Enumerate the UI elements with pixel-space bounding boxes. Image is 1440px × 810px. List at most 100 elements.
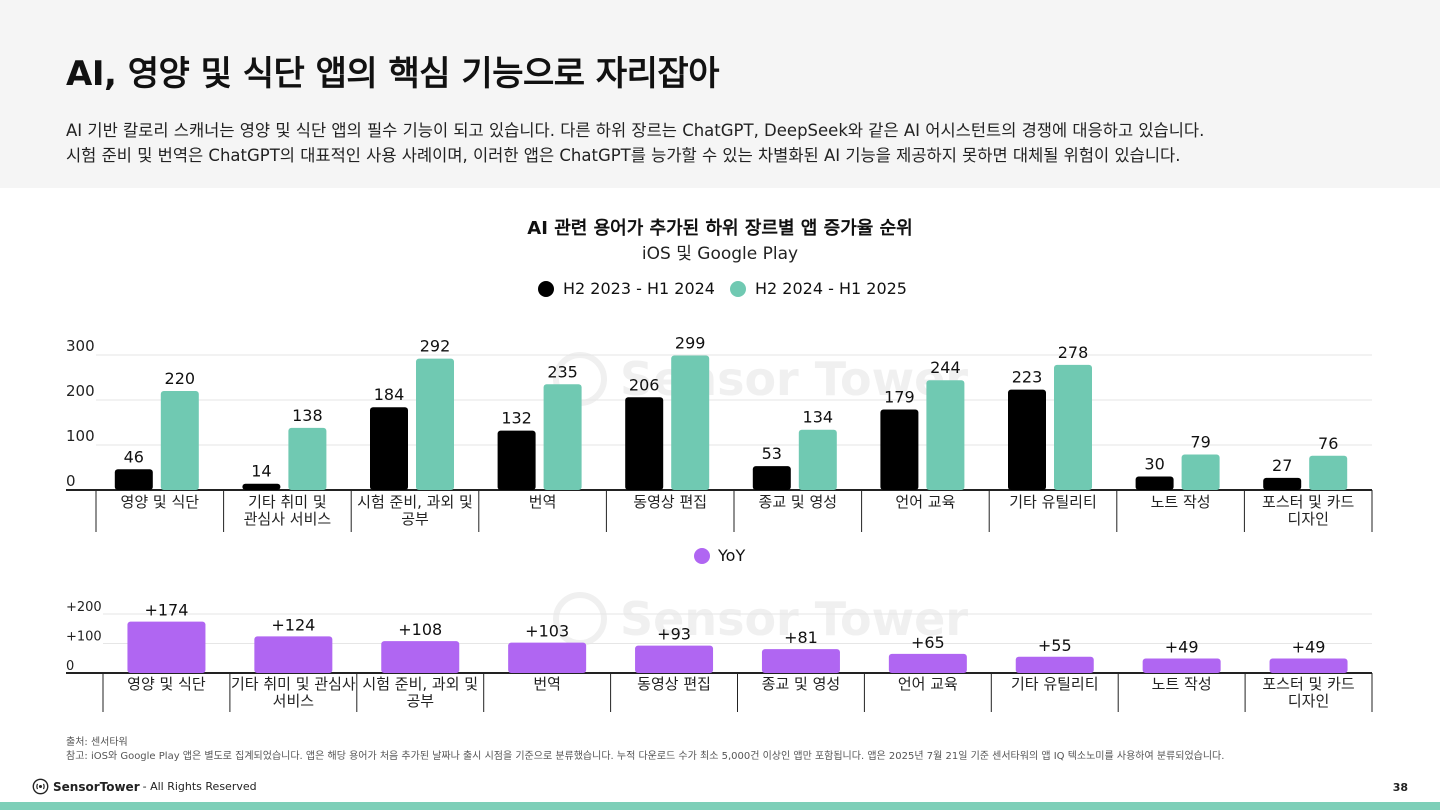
data-label: 235 [547, 362, 578, 381]
header-panel: AI, 영양 및 식단 앱의 핵심 기능으로 자리잡아 AI 기반 칼로리 스캐… [0, 0, 1440, 188]
bar-yoy [1269, 658, 1348, 673]
page-title: AI, 영양 및 식단 앱의 핵심 기능으로 자리잡아 [66, 54, 720, 94]
y-tick-label: 200 [66, 382, 95, 400]
category-label: 언어 교육 [895, 493, 955, 511]
data-label: 299 [675, 333, 706, 352]
category-label: 디자인 [1287, 510, 1328, 528]
data-label: 244 [930, 358, 961, 377]
bar-yoy [761, 649, 840, 673]
category-label: 번역 [533, 675, 561, 693]
data-label: 30 [1144, 455, 1164, 474]
yoy-data-label: +81 [784, 628, 818, 647]
bar-h2-2023 [1008, 389, 1046, 490]
brand-footer: SensorTower - All Rights Reserved [32, 778, 257, 795]
yoy-data-label: +93 [657, 625, 691, 644]
bar-yoy [254, 636, 333, 673]
bar-h2-2023 [497, 430, 536, 490]
bar-h2-2023 [1263, 477, 1302, 490]
data-label: 278 [1058, 343, 1089, 362]
description-line: 시험 준비 및 번역은 ChatGPT의 대표적인 사용 사례이며, 이러한 앱… [66, 146, 1181, 165]
bar-h2-2024 [1181, 454, 1220, 490]
category-label: 노트 작성 [1152, 675, 1212, 693]
category-label: 포스터 및 카드 [1262, 675, 1355, 693]
yoy-data-label: +103 [525, 622, 569, 641]
category-label: 언어 교육 [898, 675, 958, 693]
y-tick-label: +100 [66, 630, 102, 645]
data-label: 220 [165, 369, 196, 388]
bar-h2-2023 [242, 483, 281, 490]
legend-label-2: H2 2024 - H1 2025 [755, 279, 907, 298]
description-line: AI 기반 칼로리 스캐너는 영양 및 식단 앱의 필수 기능이 되고 있습니다… [66, 121, 1205, 140]
bar-yoy [508, 642, 587, 673]
chart-title: AI 관련 용어가 추가된 하위 장르별 앱 증가율 순위 [527, 218, 912, 239]
bar-h2-2024 [1054, 364, 1092, 490]
bar-h2-2023 [370, 407, 408, 490]
category-label: 기타 취미 및 [248, 493, 327, 511]
category-label: 서비스 [273, 692, 315, 710]
category-label: 노트 작성 [1151, 493, 1211, 511]
bar-h2-2023 [625, 397, 664, 490]
bar-h2-2024 [1309, 455, 1348, 490]
bar-yoy [1015, 656, 1094, 673]
legend-swatch-1 [538, 281, 554, 297]
bar-h2-2024 [671, 355, 710, 490]
bar-h2-2024 [288, 427, 327, 490]
data-label: 134 [803, 408, 834, 427]
bar-yoy [127, 621, 206, 673]
y-tick-label: 0 [66, 659, 74, 674]
bottom-accent-bar [0, 802, 1440, 810]
category-label: 시험 준비, 과외 및 [362, 675, 478, 693]
bar-h2-2024 [798, 429, 837, 490]
bar-h2-2023 [880, 409, 919, 490]
category-label: 종교 및 영성 [759, 493, 838, 511]
yoy-data-label: +108 [398, 620, 442, 639]
data-label: 138 [292, 406, 323, 425]
legend: H2 2023 - H1 2024 H2 2024 - H1 2025 [538, 279, 907, 298]
brand-name: SensorTower [53, 779, 140, 794]
category-label: 영양 및 식단 [127, 675, 206, 693]
data-label: 79 [1190, 432, 1210, 451]
yoy-legend-label: YoY [717, 546, 745, 565]
bar-yoy [888, 653, 967, 673]
category-label: 포스터 및 카드 [1262, 493, 1355, 511]
watermark-text: Sensor Tower [620, 592, 968, 646]
yoy-data-label: +49 [1165, 638, 1199, 657]
bar-yoy [635, 645, 714, 673]
category-label: 디자인 [1288, 692, 1329, 710]
bar-h2-2024 [543, 384, 582, 490]
y-tick-label: 100 [66, 427, 95, 445]
page-number: 38 [1392, 781, 1408, 794]
category-label: 공부 [406, 692, 434, 710]
category-label: 관심사 서비스 [244, 510, 332, 528]
category-label: 동영상 편집 [633, 493, 707, 511]
yoy-data-label: +49 [1292, 638, 1326, 657]
rights-text: - All Rights Reserved [142, 780, 257, 793]
chart-subtitle: iOS 및 Google Play [642, 244, 798, 264]
data-label: 27 [1272, 456, 1292, 475]
data-label: 184 [374, 385, 405, 404]
bar-h2-2024 [416, 358, 454, 490]
data-label: 179 [884, 387, 915, 406]
data-label: 132 [501, 409, 532, 428]
yoy-data-label: +174 [144, 601, 188, 620]
legend-swatch-2 [730, 281, 746, 297]
bar-yoy [381, 641, 460, 673]
category-label: 시험 준비, 과외 및 [357, 493, 473, 511]
data-label: 46 [124, 447, 144, 466]
bar-yoy [1142, 658, 1221, 673]
category-label: 공부 [401, 510, 429, 528]
data-label: 14 [251, 462, 271, 481]
category-label: 기타 유틸리티 [1011, 675, 1099, 693]
yoy-legend-swatch [694, 548, 710, 564]
bar-h2-2023 [752, 466, 791, 490]
data-label: 292 [420, 337, 451, 356]
yoy-legend: YoY [694, 546, 745, 565]
method-note: 참고: iOS와 Google Play 앱은 별도로 집계되었습니다. 앱은 … [66, 751, 1225, 762]
bar-h2-2024 [926, 380, 965, 490]
data-label: 206 [629, 375, 660, 394]
yoy-data-label: +55 [1038, 636, 1072, 655]
y-tick-label: 300 [66, 337, 95, 355]
